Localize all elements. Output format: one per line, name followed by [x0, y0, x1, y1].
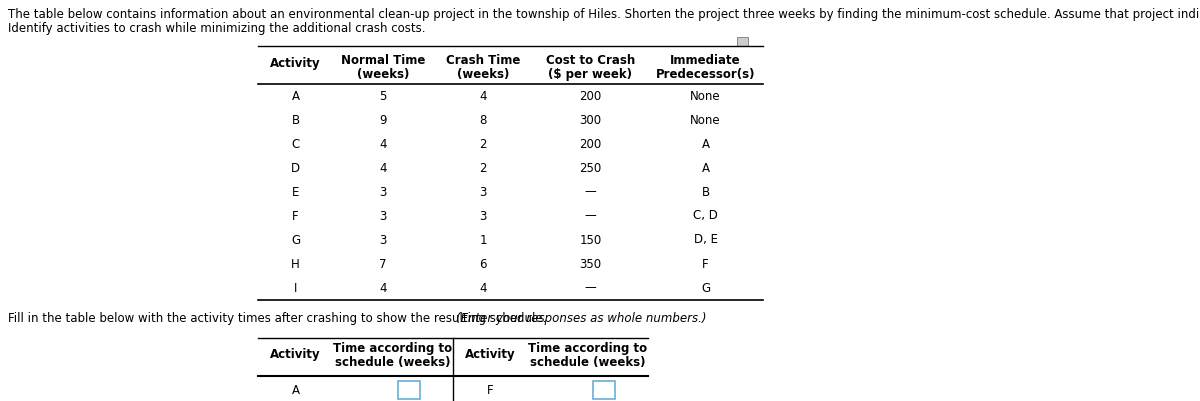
Text: Activity: Activity [270, 57, 320, 71]
Text: 200: 200 [580, 89, 601, 103]
Text: (Enter your responses as whole numbers.): (Enter your responses as whole numbers.) [456, 312, 707, 325]
Text: 150: 150 [580, 233, 601, 247]
Text: None: None [690, 89, 721, 103]
Text: Identify activities to crash while minimizing the additional crash costs.: Identify activities to crash while minim… [8, 22, 426, 35]
Text: G: G [290, 233, 300, 247]
Bar [737, 37, 748, 46]
Text: 1: 1 [479, 233, 487, 247]
Text: 5: 5 [379, 89, 386, 103]
Text: None: None [690, 113, 721, 126]
Text: Normal Time: Normal Time [341, 54, 425, 67]
Text: 9: 9 [379, 113, 386, 126]
Text: (weeks): (weeks) [356, 68, 409, 81]
Text: F: F [487, 383, 494, 397]
Text: Activity: Activity [466, 348, 516, 361]
Bar [398, 381, 420, 399]
Text: G: G [701, 282, 710, 294]
Text: —: — [584, 209, 596, 223]
Text: A: A [702, 138, 709, 150]
Text: Time according to: Time according to [528, 342, 648, 355]
Text: Activity: Activity [270, 348, 320, 361]
Text: 3: 3 [379, 209, 386, 223]
Text: Immediate: Immediate [670, 54, 740, 67]
Text: A: A [702, 162, 709, 174]
Text: 3: 3 [479, 186, 487, 198]
Text: D: D [290, 162, 300, 174]
Text: 2: 2 [479, 138, 487, 150]
Text: 7: 7 [379, 257, 386, 271]
Text: D, E: D, E [694, 233, 718, 247]
Text: F: F [292, 209, 299, 223]
Text: F: F [702, 257, 709, 271]
Text: H: H [292, 257, 300, 271]
Text: E: E [292, 186, 299, 198]
Text: 6: 6 [479, 257, 487, 271]
Text: 4: 4 [479, 89, 487, 103]
Text: (weeks): (weeks) [457, 68, 509, 81]
Text: 4: 4 [479, 282, 487, 294]
Text: I: I [294, 282, 298, 294]
Text: B: B [292, 113, 300, 126]
Text: Predecessor(s): Predecessor(s) [655, 68, 755, 81]
Text: C: C [292, 138, 300, 150]
Bar [593, 381, 616, 399]
Text: 3: 3 [379, 186, 386, 198]
Text: The table below contains information about an environmental clean-up project in : The table below contains information abo… [8, 8, 1200, 21]
Text: 350: 350 [580, 257, 601, 271]
Text: 250: 250 [580, 162, 601, 174]
Text: schedule (weeks): schedule (weeks) [530, 356, 646, 369]
Text: C, D: C, D [694, 209, 718, 223]
Text: 4: 4 [379, 138, 386, 150]
Text: 4: 4 [379, 162, 386, 174]
Text: —: — [584, 186, 596, 198]
Text: schedule (weeks): schedule (weeks) [335, 356, 451, 369]
Text: —: — [584, 282, 596, 294]
Text: A: A [292, 89, 300, 103]
Text: 200: 200 [580, 138, 601, 150]
Text: A: A [292, 383, 300, 397]
Text: 3: 3 [479, 209, 487, 223]
Text: 300: 300 [580, 113, 601, 126]
Text: ($ per week): ($ per week) [548, 68, 632, 81]
Text: Crash Time: Crash Time [446, 54, 520, 67]
Text: 4: 4 [379, 282, 386, 294]
Text: 8: 8 [479, 113, 487, 126]
Text: Time according to: Time according to [334, 342, 452, 355]
Text: 2: 2 [479, 162, 487, 174]
Text: Fill in the table below with the activity times after crashing to show the resul: Fill in the table below with the activit… [8, 312, 550, 325]
Text: Cost to Crash: Cost to Crash [546, 54, 635, 67]
Text: 3: 3 [379, 233, 386, 247]
Text: B: B [702, 186, 709, 198]
